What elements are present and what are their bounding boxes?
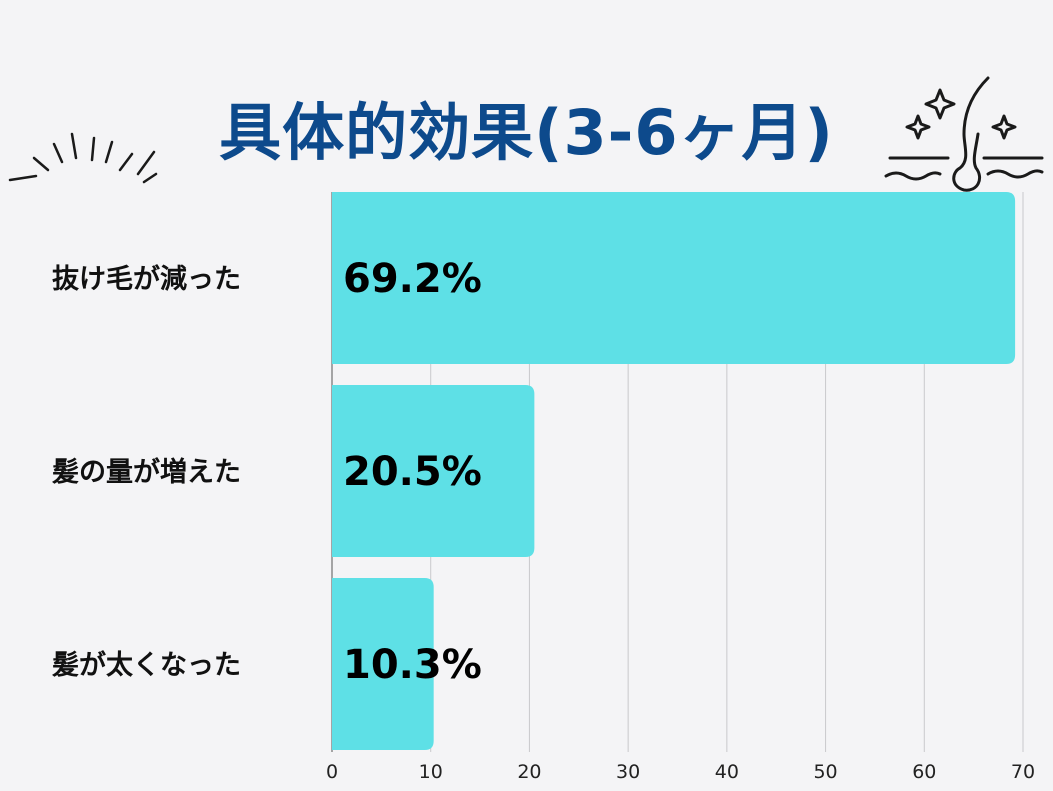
bar [332,192,1016,364]
x-tick-label: 50 [813,761,837,783]
x-tick-label: 20 [517,761,541,783]
hair-follicle-sparkle-icon [884,76,1044,192]
value-label: 10.3% [343,642,482,688]
value-label: 20.5% [343,449,482,495]
x-tick-label: 60 [912,761,936,783]
category-label: 抜け毛が減った [52,263,241,295]
x-tick-label: 70 [1011,761,1035,783]
chart-title: 具体的効果(3-6ヶ月) [219,96,834,169]
x-tick-label: 10 [419,761,443,783]
x-tick-label: 40 [715,761,739,783]
category-label: 髪の量が増えた [51,456,241,488]
x-tick-label: 30 [616,761,640,783]
value-label: 69.2% [343,256,482,302]
bar [332,578,434,750]
bar [332,385,535,557]
x-tick-label: 0 [326,761,338,783]
burst-lines-icon [8,132,158,184]
category-label: 髪が太くなった [51,649,241,681]
